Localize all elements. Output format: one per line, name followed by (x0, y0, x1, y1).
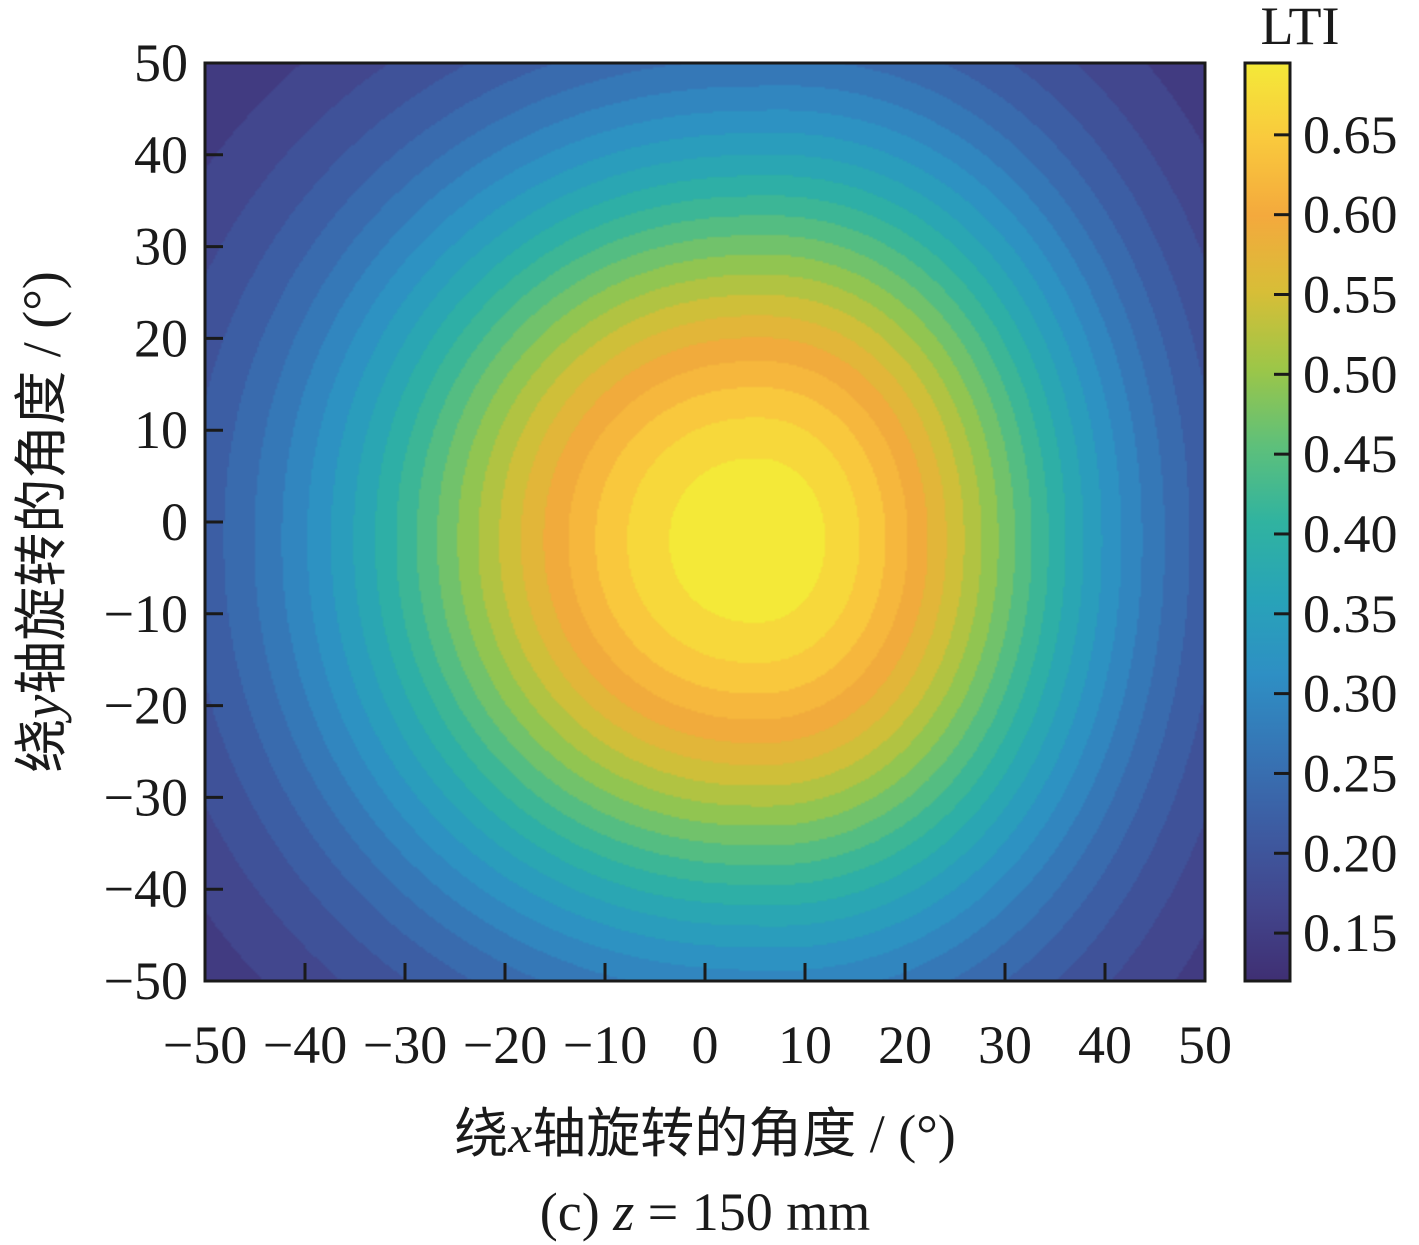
y-tick-label: −30 (104, 767, 188, 827)
y-tick-label: −10 (104, 584, 188, 644)
x-axis-label-suffix: 轴旋转的角度 / (°) (532, 1104, 956, 1164)
colorbar-tick-label: 0.45 (1303, 424, 1398, 484)
caption-prefix: (c) (540, 1182, 613, 1242)
y-tick-label: 10 (134, 400, 188, 460)
caption-var: z (612, 1182, 634, 1242)
colorbar-frame (1243, 61, 1292, 983)
caption-rest: = 150 mm (634, 1182, 870, 1242)
x-axis-label-prefix: 绕 (454, 1104, 508, 1164)
y-tick-label: 50 (134, 33, 188, 93)
colorbar-ticks: 0.15 0.20 0.25 0.30 0.35 0.40 0.45 0.50 0.55 0.60… (1274, 105, 1398, 963)
y-axis-ticks: −50 −40 −30 −20 −10 0 10 20 30 40 50 (104, 33, 223, 1011)
colorbar-title: LTI (1261, 0, 1340, 56)
y-axis-label: 绕y轴旋转的角度 / (°) (12, 271, 72, 773)
x-tick-label: −50 (163, 1015, 247, 1075)
y-axis-label-suffix: 轴旋转的角度 / (°) (12, 271, 72, 695)
x-axis-ticks: −50 −40 −30 −20 −10 0 10 20 30 40 50 (163, 963, 1232, 1075)
colorbar-tick-label: 0.15 (1303, 903, 1398, 963)
y-axis-label-prefix: 绕 (12, 719, 72, 773)
colorbar-tick-label: 0.20 (1303, 823, 1398, 883)
colorbar-tick-label: 0.65 (1303, 105, 1398, 165)
x-tick-label: 50 (1178, 1015, 1232, 1075)
colorbar-tick-label: 0.35 (1303, 584, 1398, 644)
y-tick-label: 20 (134, 308, 188, 368)
x-tick-label: 0 (692, 1015, 719, 1075)
y-tick-label: 0 (161, 492, 188, 552)
x-tick-label: 30 (978, 1015, 1032, 1075)
x-tick-label: −20 (463, 1015, 547, 1075)
colorbar-tick-label: 0.25 (1303, 743, 1398, 803)
x-tick-label: −40 (263, 1015, 347, 1075)
y-tick-label: 30 (134, 217, 188, 277)
colorbar-gradient (1245, 63, 1290, 981)
x-tick-label: 10 (778, 1015, 832, 1075)
colorbar-tick-label: 0.30 (1303, 664, 1398, 724)
y-tick-label: −20 (104, 676, 188, 736)
contour-plot-area (203, 61, 1207, 983)
y-tick-label: 40 (134, 125, 188, 185)
x-axis-label-var: x (507, 1104, 532, 1164)
y-tick-label: −50 (104, 951, 188, 1011)
colorbar-tick-label: 0.60 (1303, 185, 1398, 245)
y-tick-label: −40 (104, 859, 188, 919)
x-tick-label: 40 (1078, 1015, 1132, 1075)
colorbar-tick-label: 0.55 (1303, 264, 1398, 324)
y-axis-label-var: y (12, 695, 72, 724)
figure-caption: (c) z = 150 mm (540, 1182, 870, 1242)
lti-heatmap (205, 63, 1205, 981)
x-tick-label: −30 (363, 1015, 447, 1075)
x-tick-label: 20 (878, 1015, 932, 1075)
x-axis-label: 绕x轴旋转的角度 / (°) (454, 1104, 956, 1164)
x-tick-label: −10 (563, 1015, 647, 1075)
colorbar-tick-label: 0.50 (1303, 344, 1398, 404)
colorbar-tick-label: 0.40 (1303, 504, 1398, 564)
colorbar: 0.15 0.20 0.25 0.30 0.35 0.40 0.45 0.50 0.55 0.60… (1243, 0, 1398, 983)
